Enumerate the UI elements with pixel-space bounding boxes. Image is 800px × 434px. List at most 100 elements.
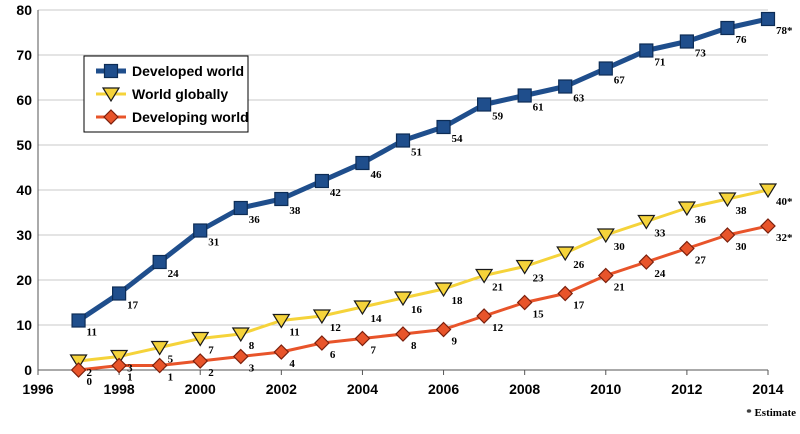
developing-world-label-2002: 4 — [289, 358, 295, 370]
developing-world-label-2013: 30 — [735, 241, 747, 253]
developed-world-point-2005 — [395, 133, 411, 148]
world-globally-label-1999: 5 — [168, 354, 174, 366]
world-globally-point-2000 — [191, 331, 210, 347]
developing-world-point-1997 — [70, 362, 87, 378]
developing-world-point-2001 — [232, 348, 249, 365]
world-globally-point-2003 — [312, 309, 331, 325]
world-globally-point-1999 — [150, 340, 169, 356]
legend-world-globally-label: World globally — [132, 86, 228, 102]
developing-world-point-2002 — [273, 344, 290, 360]
developing-world-label-2001: 3 — [249, 363, 255, 375]
developed-world-point-1998 — [112, 286, 127, 301]
world-globally-point-2006 — [434, 282, 453, 298]
y-tick-label-40: 40 — [16, 182, 32, 198]
world-globally-point-2005 — [393, 291, 413, 307]
legend-developing-world-marker — [103, 109, 119, 125]
world-globally-label-2003: 12 — [330, 322, 342, 334]
world-globally-point-2001 — [231, 327, 250, 343]
developed-world-point-2003 — [314, 173, 329, 189]
world-globally-label-2005: 16 — [411, 304, 423, 316]
developed-world-label-1999: 24 — [168, 268, 180, 280]
developing-world-point-1998 — [111, 357, 127, 374]
world-globally-point-2009 — [556, 246, 575, 262]
world-globally-label-2009: 26 — [573, 259, 585, 271]
developed-world-label-2009: 63 — [573, 93, 585, 105]
y-tick-label-0: 0 — [24, 362, 32, 378]
developing-world-label-2006: 9 — [452, 336, 458, 348]
x-tick-label-1996: 1996 — [22, 381, 53, 397]
world-globally-label-2011: 33 — [654, 228, 666, 240]
legend-world-globally-marker — [101, 87, 121, 103]
developed-world-point-2000 — [193, 223, 208, 238]
y-tick-label-20: 20 — [16, 272, 32, 288]
developing-world-point-2000 — [192, 353, 209, 369]
developed-world-point-2002 — [274, 191, 289, 207]
developed-world-point-2008 — [517, 88, 532, 103]
developed-world-point-2004 — [355, 155, 370, 171]
developed-world-point-2010 — [598, 61, 613, 76]
x-tick-label-2002: 2002 — [266, 381, 297, 397]
footnote-estimate: * Estimate — [746, 407, 796, 419]
world-globally-label-2004: 14 — [370, 313, 382, 325]
world-globally-label-2001: 8 — [249, 340, 255, 352]
developing-world-label-2003: 6 — [330, 349, 336, 361]
developing-world-label-2007: 12 — [492, 322, 504, 334]
developed-world-label-1998: 17 — [127, 300, 139, 312]
developed-world-label-2001: 36 — [249, 214, 261, 226]
x-tick-label-1998: 1998 — [104, 381, 135, 397]
x-tick-label-2010: 2010 — [590, 381, 621, 397]
developed-world-point-2007 — [477, 97, 492, 112]
developed-world-label-2011: 71 — [654, 57, 665, 69]
y-tick-label-30: 30 — [16, 227, 32, 243]
x-tick-label-2004: 2004 — [347, 381, 378, 397]
x-tick-label-2006: 2006 — [428, 381, 459, 397]
developing-world-point-2004 — [354, 330, 371, 347]
legend-developed-world-marker — [103, 63, 119, 79]
world-globally-label-2013: 38 — [735, 205, 747, 217]
developed-world-label-2003: 42 — [330, 187, 342, 199]
world-globally-label-2008: 23 — [533, 273, 545, 285]
developing-world-point-2012 — [679, 240, 695, 257]
world-globally-point-2013 — [718, 192, 737, 208]
developed-world-label-2014: 78* — [776, 25, 793, 37]
developed-world-point-1999 — [152, 254, 167, 270]
world-globally-line — [78, 188, 769, 363]
developed-world-point-1997 — [71, 313, 86, 328]
developing-world-label-1998: 1 — [127, 372, 133, 384]
y-tick-label-60: 60 — [16, 92, 32, 108]
y-tick-label-70: 70 — [16, 47, 32, 63]
legend-developing-world-label: Developing world — [132, 109, 249, 125]
x-tick-label-2008: 2008 — [509, 381, 540, 397]
world-globally-point-1998 — [110, 349, 129, 365]
developed-world-label-2000: 31 — [208, 237, 219, 249]
developed-world-point-2014 — [760, 11, 776, 27]
developed-world-label-1997: 11 — [87, 327, 97, 339]
developed-world-label-2007: 59 — [492, 111, 504, 123]
developing-world-point-2007 — [476, 308, 492, 324]
series-layer — [69, 11, 778, 378]
developing-world-label-2011: 24 — [654, 268, 666, 280]
developing-world-label-2010: 21 — [614, 282, 625, 294]
world-globally-label-2010: 30 — [614, 241, 626, 253]
world-globally-label-2012: 36 — [695, 214, 707, 226]
world-globally-point-2008 — [515, 259, 534, 275]
world-globally-point-2002 — [272, 313, 291, 329]
y-tick-label-80: 80 — [16, 2, 32, 18]
world-globally-point-2012 — [677, 201, 696, 217]
developing-world-point-1999 — [151, 357, 168, 374]
developing-world-point-2005 — [395, 326, 411, 342]
developed-world-point-2012 — [679, 34, 694, 49]
developed-world-label-2006: 54 — [452, 133, 464, 145]
developed-world-label-2010: 67 — [614, 75, 626, 87]
world-globally-label-2006: 18 — [452, 295, 464, 307]
world-globally-point-2011 — [637, 214, 656, 230]
world-globally-label-1997: 2 — [87, 367, 93, 379]
world-globally-label-2000: 7 — [208, 345, 214, 357]
world-globally-point-2007 — [475, 268, 494, 284]
x-tick-label-2014: 2014 — [752, 381, 783, 397]
developed-world-point-2011 — [639, 43, 654, 58]
developing-world-label-1999: 1 — [168, 372, 174, 384]
